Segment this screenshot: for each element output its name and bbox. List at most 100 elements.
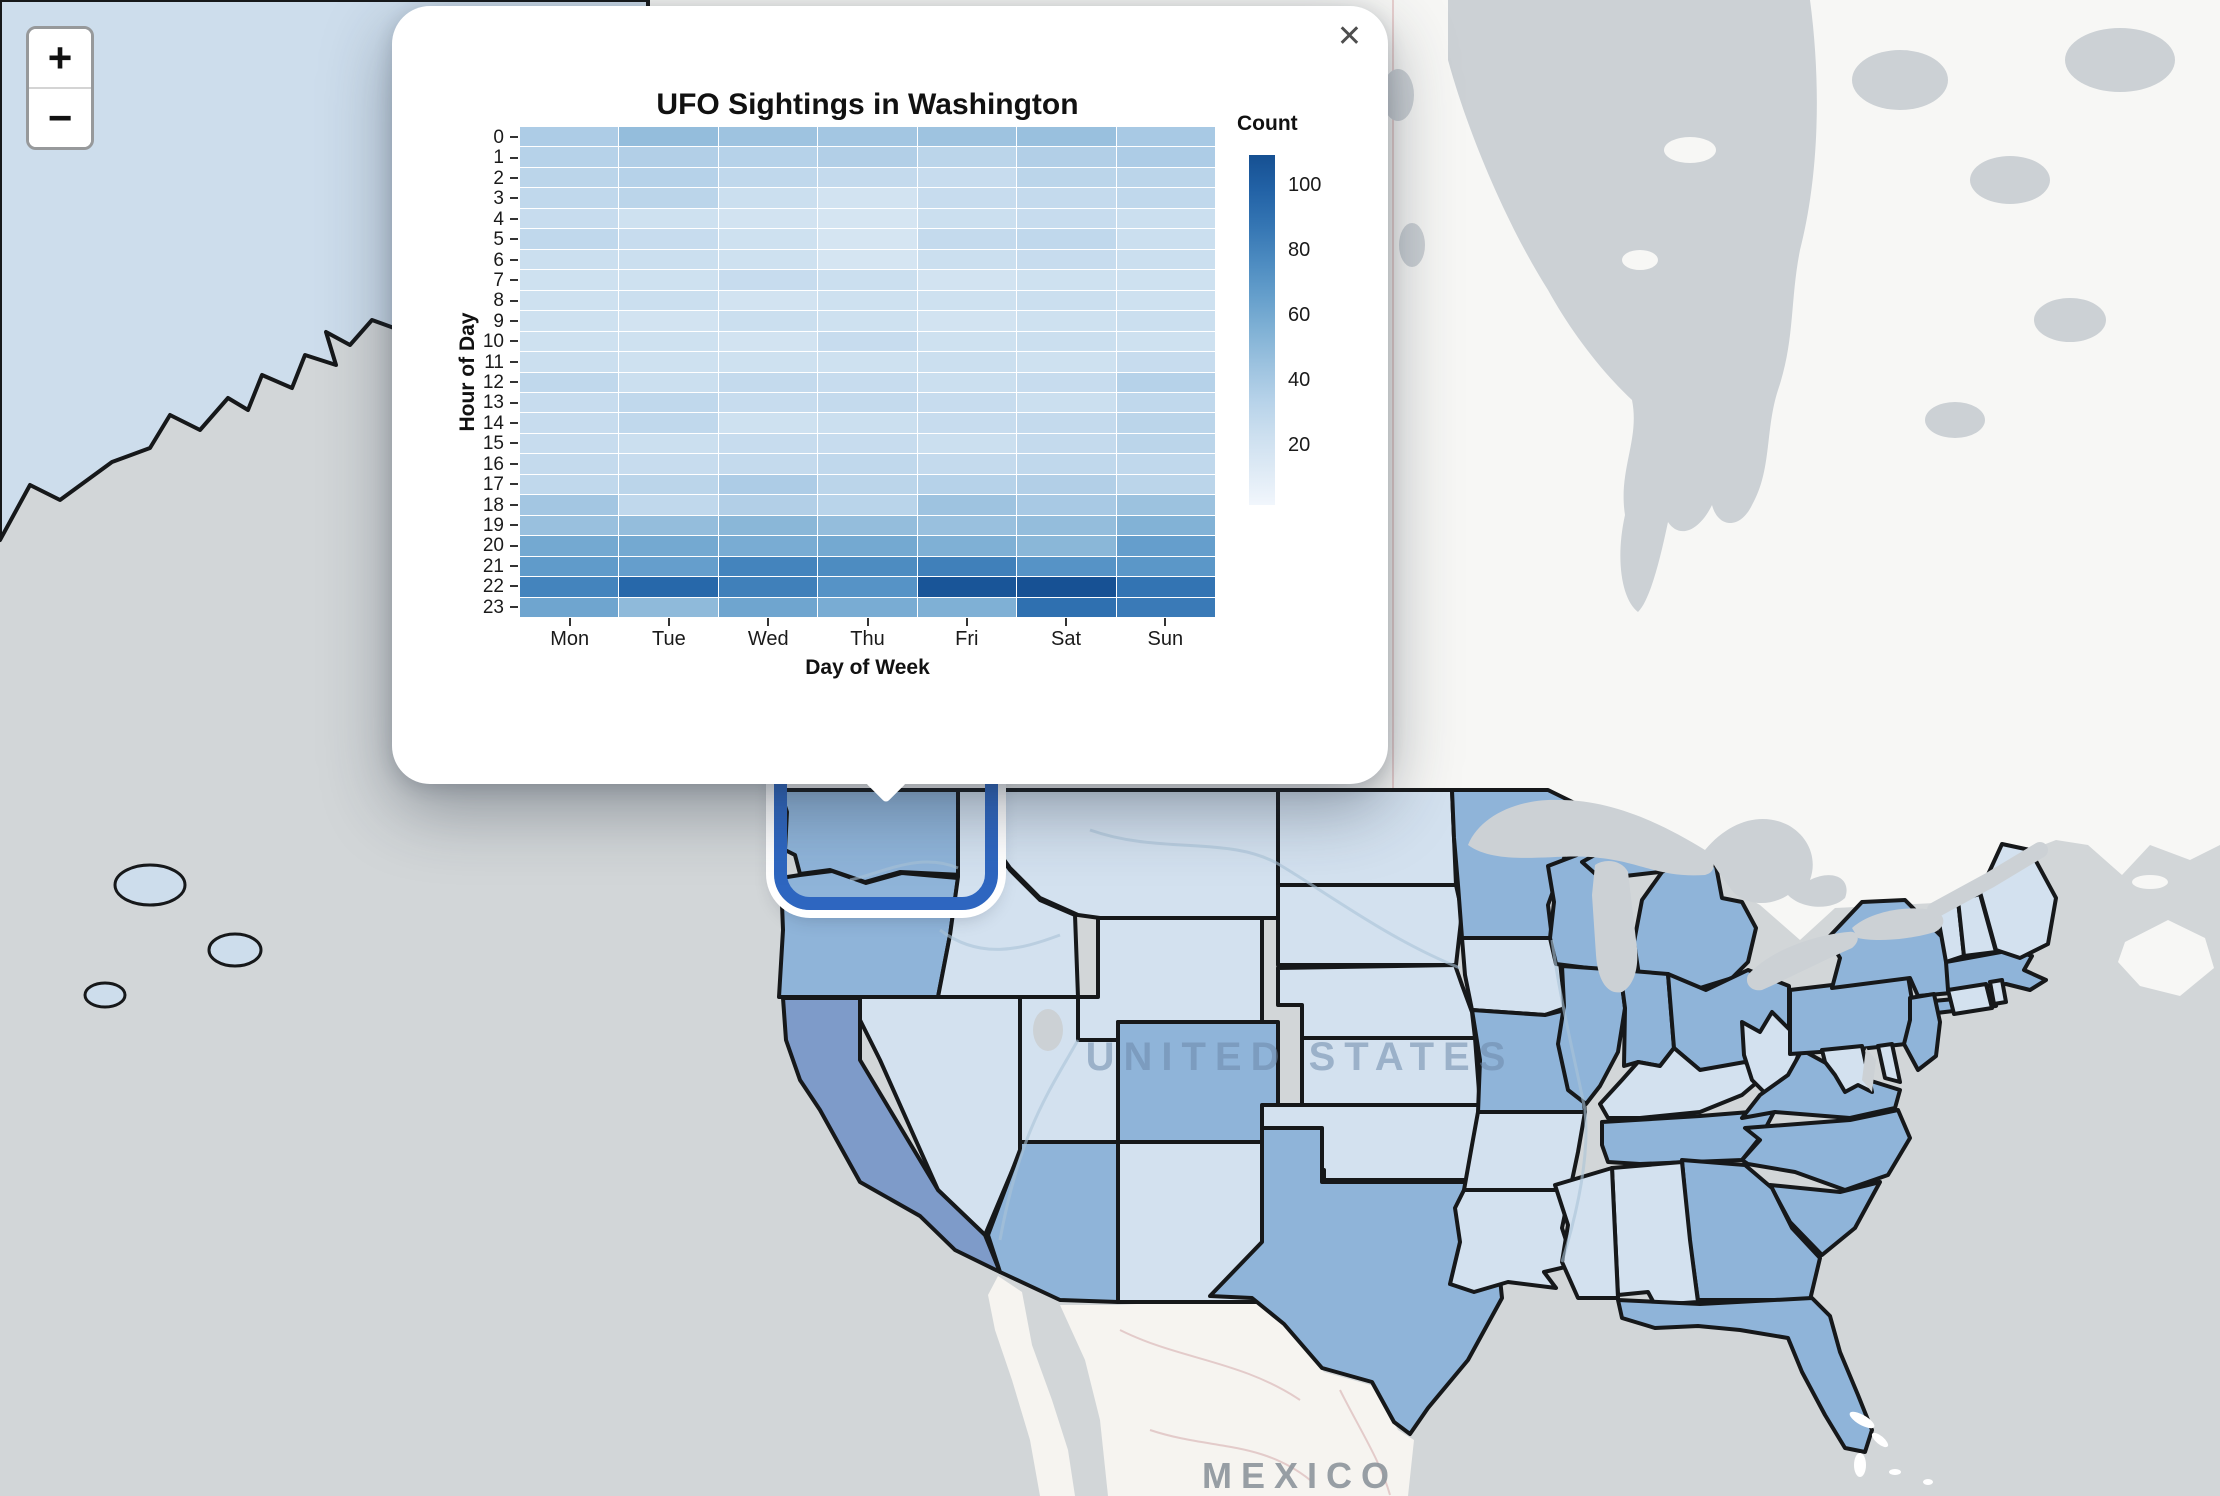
heatmap-cell[interactable] (1116, 372, 1215, 392)
heatmap-cell[interactable] (520, 208, 619, 229)
heatmap-cell[interactable] (520, 127, 619, 147)
heatmap-cell[interactable] (619, 474, 718, 495)
heatmap-cell[interactable] (718, 331, 818, 352)
heatmap-cell[interactable] (619, 515, 718, 536)
heatmap-cell[interactable] (718, 536, 818, 556)
heatmap-cell[interactable] (718, 290, 818, 311)
heatmap-cell[interactable] (619, 392, 718, 413)
heatmap-cell[interactable] (1116, 474, 1215, 495)
state-pennsylvania[interactable] (1788, 974, 1916, 1056)
heatmap-cell[interactable] (718, 188, 818, 208)
heatmap-cell[interactable] (520, 597, 619, 617)
heatmap-cell[interactable] (1116, 577, 1215, 597)
heatmap-cell[interactable] (917, 474, 1017, 495)
heatmap-cell[interactable] (520, 331, 619, 352)
state-nebraska[interactable] (1276, 963, 1477, 1040)
heatmap-cell[interactable] (818, 372, 917, 392)
heatmap-cell[interactable] (1017, 495, 1116, 515)
heatmap-cell[interactable] (917, 413, 1017, 433)
heatmap-cell[interactable] (718, 392, 818, 413)
heatmap-cell[interactable] (1017, 536, 1116, 556)
heatmap-cell[interactable] (917, 556, 1017, 577)
heatmap-cell[interactable] (917, 331, 1017, 352)
heatmap-cell[interactable] (520, 392, 619, 413)
heatmap-cell[interactable] (818, 515, 917, 536)
state-iowa[interactable] (1460, 936, 1567, 1017)
heatmap-cell[interactable] (520, 270, 619, 290)
heatmap-cell[interactable] (619, 597, 718, 617)
heatmap-cell[interactable] (1116, 127, 1215, 147)
heatmap-cell[interactable] (818, 208, 917, 229)
heatmap-cell[interactable] (619, 331, 718, 352)
heatmap-cell[interactable] (520, 413, 619, 433)
heatmap-cell[interactable] (1116, 188, 1215, 208)
heatmap-cell[interactable] (1116, 413, 1215, 433)
heatmap-cell[interactable] (1017, 188, 1116, 208)
state-oregon[interactable] (777, 869, 960, 999)
heatmap-cell[interactable] (917, 577, 1017, 597)
heatmap-cell[interactable] (619, 556, 718, 577)
heatmap-cell[interactable] (520, 188, 619, 208)
heatmap-cell[interactable] (1116, 270, 1215, 290)
heatmap-cell[interactable] (818, 229, 917, 249)
heatmap-cell[interactable] (1017, 556, 1116, 577)
heatmap-cell[interactable] (818, 331, 917, 352)
heatmap-cell[interactable] (1017, 208, 1116, 229)
heatmap-cell[interactable] (1116, 352, 1215, 372)
heatmap-cell[interactable] (917, 311, 1017, 331)
heatmap-cell[interactable] (1017, 577, 1116, 597)
heatmap-cell[interactable] (818, 577, 917, 597)
heatmap-cell[interactable] (718, 454, 818, 474)
heatmap-cell[interactable] (619, 270, 718, 290)
heatmap-cell[interactable] (1017, 597, 1116, 617)
heatmap-cell[interactable] (520, 454, 619, 474)
heatmap-cell[interactable] (1017, 311, 1116, 331)
heatmap-cell[interactable] (1116, 311, 1215, 331)
state-michigan[interactable] (1632, 856, 1758, 990)
heatmap-cell[interactable] (619, 311, 718, 331)
heatmap-cell[interactable] (1116, 392, 1215, 413)
heatmap-cell[interactable] (1017, 270, 1116, 290)
state-texas[interactable] (1208, 1126, 1504, 1436)
heatmap-cell[interactable] (917, 229, 1017, 249)
heatmap-cell[interactable] (1017, 433, 1116, 454)
heatmap-cell[interactable] (917, 167, 1017, 188)
close-icon[interactable]: ✕ (1336, 20, 1362, 53)
heatmap-cell[interactable] (1017, 392, 1116, 413)
heatmap-cell[interactable] (917, 495, 1017, 515)
heatmap-cell[interactable] (718, 556, 818, 577)
heatmap-cell[interactable] (1017, 454, 1116, 474)
heatmap-cell[interactable] (1116, 536, 1215, 556)
heatmap-cell[interactable] (718, 433, 818, 454)
heatmap-cell[interactable] (718, 127, 818, 147)
heatmap-cell[interactable] (520, 372, 619, 392)
heatmap-cell[interactable] (818, 454, 917, 474)
heatmap-cell[interactable] (718, 352, 818, 372)
state-louisiana[interactable] (1448, 1188, 1576, 1294)
state-maryland[interactable] (1820, 1044, 1874, 1094)
heatmap-cell[interactable] (619, 167, 718, 188)
heatmap-cell[interactable] (520, 311, 619, 331)
state-california[interactable] (781, 996, 1002, 1274)
heatmap-cell[interactable] (718, 495, 818, 515)
state-new-jersey[interactable] (1902, 992, 1942, 1072)
heatmap-cell[interactable] (1017, 229, 1116, 249)
heatmap-cell[interactable] (718, 474, 818, 495)
heatmap-cell[interactable] (619, 536, 718, 556)
heatmap-cell[interactable] (520, 352, 619, 372)
heatmap-cell[interactable] (718, 372, 818, 392)
heatmap-cell[interactable] (1116, 249, 1215, 270)
heatmap-cell[interactable] (619, 495, 718, 515)
heatmap-cell[interactable] (917, 147, 1017, 167)
heatmap-cell[interactable] (619, 577, 718, 597)
heatmap-cell[interactable] (619, 229, 718, 249)
heatmap-cell[interactable] (917, 597, 1017, 617)
heatmap-cell[interactable] (1017, 474, 1116, 495)
heatmap-cell[interactable] (1116, 556, 1215, 577)
heatmap-cell[interactable] (718, 413, 818, 433)
state-north-dakota[interactable] (1276, 788, 1458, 887)
heatmap-cell[interactable] (917, 127, 1017, 147)
heatmap-cell[interactable] (917, 352, 1017, 372)
heatmap-cell[interactable] (1017, 290, 1116, 311)
heatmap-cell[interactable] (619, 413, 718, 433)
